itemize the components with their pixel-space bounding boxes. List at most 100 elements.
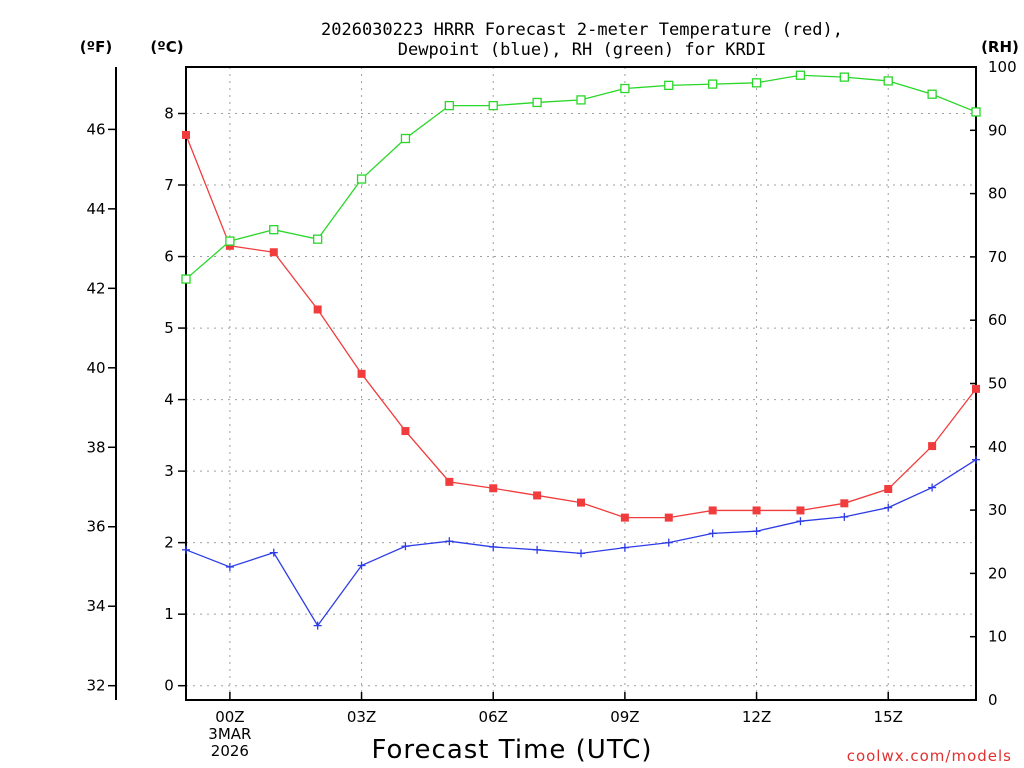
temperature-point	[577, 498, 585, 507]
rh-line	[185, 74, 977, 280]
temperature-point	[620, 513, 629, 522]
temperature-point	[489, 484, 498, 493]
rh-tick-label: 10	[988, 628, 1007, 646]
fahrenheit-unit-label: (ºF)	[80, 38, 112, 56]
dewpoint-point	[577, 549, 585, 558]
dewpoint-point	[182, 545, 190, 554]
chart-title-line1: 2026030223 HRRR Forecast 2-meter Tempera…	[321, 20, 843, 40]
grid-lines	[186, 67, 976, 700]
rh-point	[313, 234, 323, 244]
temperature-point	[269, 248, 278, 257]
celsius-unit-label: (ºC)	[150, 38, 183, 56]
fahrenheit-tick-label: 40	[86, 359, 105, 377]
x-tick-label: 2026	[211, 742, 249, 760]
temperature-point	[928, 442, 937, 451]
celsius-tick-label: 8	[164, 104, 174, 122]
temperature-point	[445, 477, 454, 486]
temperature-point	[708, 506, 717, 515]
rh-point	[444, 100, 454, 111]
dewpoint-point	[445, 537, 454, 546]
rh-point	[708, 79, 718, 89]
temperature-point	[182, 130, 190, 139]
rh-tick-label: 50	[988, 375, 1007, 393]
x-tick-label: 03Z	[347, 708, 376, 726]
celsius-tick-label: 3	[164, 462, 174, 480]
celsius-tick-label: 4	[164, 391, 174, 409]
dewpoint-point	[796, 517, 805, 526]
temperature-point	[664, 513, 673, 522]
dewpoint-point	[972, 455, 980, 464]
rh-tick-label: 90	[988, 121, 1007, 139]
rh-point	[400, 133, 411, 144]
temperature-point	[225, 241, 234, 250]
rh-point	[488, 100, 498, 111]
rh-tick-label: 60	[988, 311, 1007, 329]
chart-title-line2: Dewpoint (blue), RH (green) for KRDI	[398, 40, 766, 60]
rh-point	[532, 97, 542, 108]
x-tick-label: 3MAR	[208, 725, 251, 743]
dewpoint-point	[708, 529, 717, 538]
rh-tick-label: 0	[988, 691, 998, 709]
x-tick-label: 06Z	[479, 708, 508, 726]
x-axis-label: Forecast Time (UTC)	[371, 735, 652, 765]
dewpoint-line	[185, 459, 977, 627]
celsius-tick-label: 2	[164, 534, 174, 552]
rh-point	[181, 274, 191, 284]
rh-tick-label: 70	[988, 248, 1007, 266]
fahrenheit-tick-label: 42	[86, 279, 105, 297]
dewpoint-point	[840, 512, 849, 521]
rh-point	[971, 107, 981, 117]
rh-point	[620, 83, 630, 94]
temperature-point	[796, 506, 805, 515]
fahrenheit-tick-label: 38	[86, 438, 105, 456]
tick-labels: 0123456783234363840424446010203040506070…	[86, 58, 1016, 760]
dewpoint-point	[620, 543, 629, 552]
rh-point	[225, 236, 235, 246]
temperature-point	[840, 499, 849, 508]
temperature-point	[401, 427, 410, 436]
temperature-point	[752, 506, 761, 515]
x-tick-label: 12Z	[742, 708, 771, 726]
celsius-tick-label: 7	[164, 176, 174, 194]
fahrenheit-tick-label: 32	[86, 677, 105, 695]
x-tick-label: 00Z	[215, 708, 244, 726]
celsius-tick-label: 6	[164, 248, 174, 266]
temperature-point	[972, 384, 980, 393]
dewpoint-point	[401, 542, 410, 551]
data-series	[181, 70, 981, 630]
celsius-tick-label: 5	[164, 319, 174, 337]
x-tick-label: 15Z	[874, 708, 903, 726]
fahrenheit-tick-label: 34	[86, 597, 105, 615]
chart-axes	[108, 66, 977, 701]
rh-tick-label: 40	[988, 438, 1007, 456]
plot-frame	[185, 66, 977, 701]
dewpoint-point	[357, 561, 366, 570]
dewpoint-point	[664, 538, 673, 547]
rh-tick-label: 100	[988, 58, 1017, 76]
celsius-tick-label: 0	[164, 677, 174, 695]
rh-point	[751, 78, 762, 88]
dewpoint-point	[269, 548, 278, 557]
dewpoint-point	[489, 542, 498, 551]
rh-point	[839, 72, 849, 82]
rh-tick-label: 20	[988, 564, 1007, 582]
temperature-point	[884, 485, 893, 493]
rh-point	[883, 76, 893, 86]
temperature-point	[357, 369, 366, 378]
source-credit: coolwx.com/models	[847, 747, 1012, 765]
celsius-tick-label: 1	[164, 605, 174, 623]
fahrenheit-tick-label: 46	[86, 120, 105, 138]
dewpoint-point	[752, 527, 761, 536]
x-tick-label: 09Z	[610, 708, 639, 726]
temperature-point	[533, 491, 542, 500]
rh-point	[664, 80, 674, 91]
dewpoint-point	[313, 621, 322, 630]
rh-tick-label: 30	[988, 501, 1007, 519]
rh-unit-label: (RH)	[981, 38, 1019, 56]
rh-point	[269, 225, 279, 235]
rh-tick-label: 80	[988, 185, 1007, 203]
rh-point	[576, 95, 586, 105]
dewpoint-point	[225, 562, 234, 571]
dewpoint-point	[884, 503, 893, 512]
